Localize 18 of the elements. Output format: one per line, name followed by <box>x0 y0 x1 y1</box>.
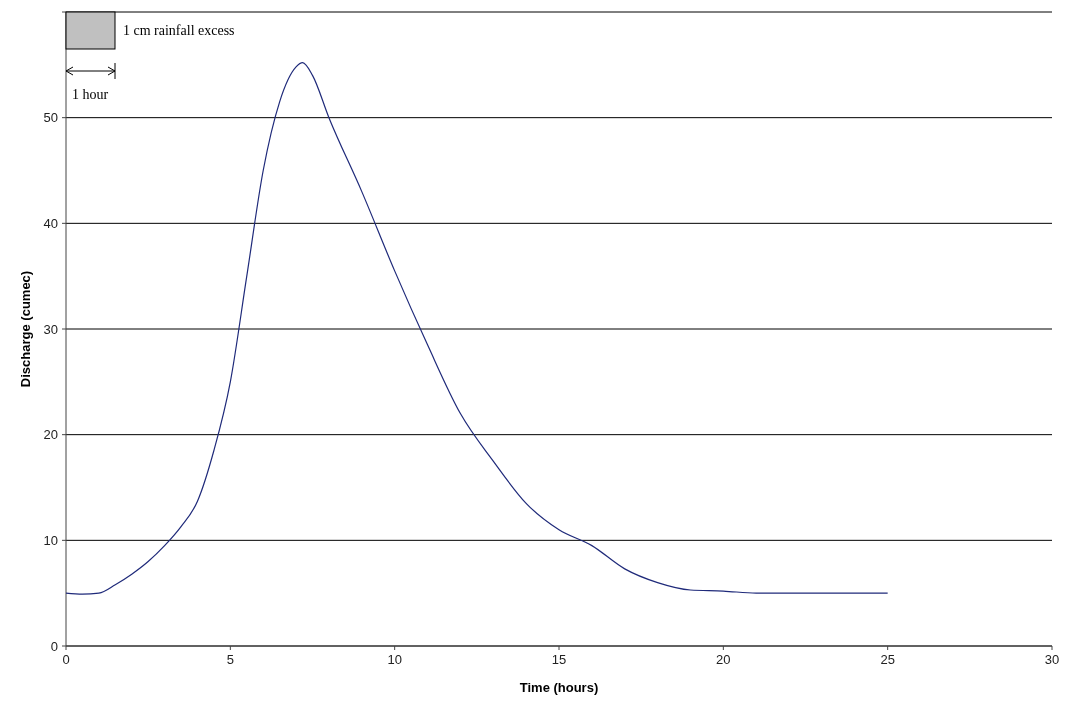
y-tick-label: 0 <box>50 638 58 654</box>
annotation: 1 hour <box>72 87 109 102</box>
x-tick-label: 5 <box>226 652 234 667</box>
x-tick-label: 15 <box>551 652 567 667</box>
x-tick-label: 10 <box>387 652 402 667</box>
x-axis-title: Time (hours) <box>519 680 599 695</box>
y-tick-label: 10 <box>43 532 58 548</box>
y-tick-label: 20 <box>43 427 58 443</box>
x-tick-label: 30 <box>1044 652 1060 667</box>
y-tick-label: 50 <box>43 110 58 126</box>
annotation: 1 cm rainfall excess <box>123 22 235 38</box>
y-tick-label: 30 <box>43 321 58 337</box>
x-tick-label: 25 <box>880 652 895 667</box>
y-tick-label: 40 <box>43 215 58 231</box>
x-tick-label: 20 <box>716 652 731 667</box>
x-tick-label: 0 <box>62 652 70 667</box>
y-axis-title: Discharge (cumec) <box>18 270 33 388</box>
line-series <box>65 62 889 595</box>
